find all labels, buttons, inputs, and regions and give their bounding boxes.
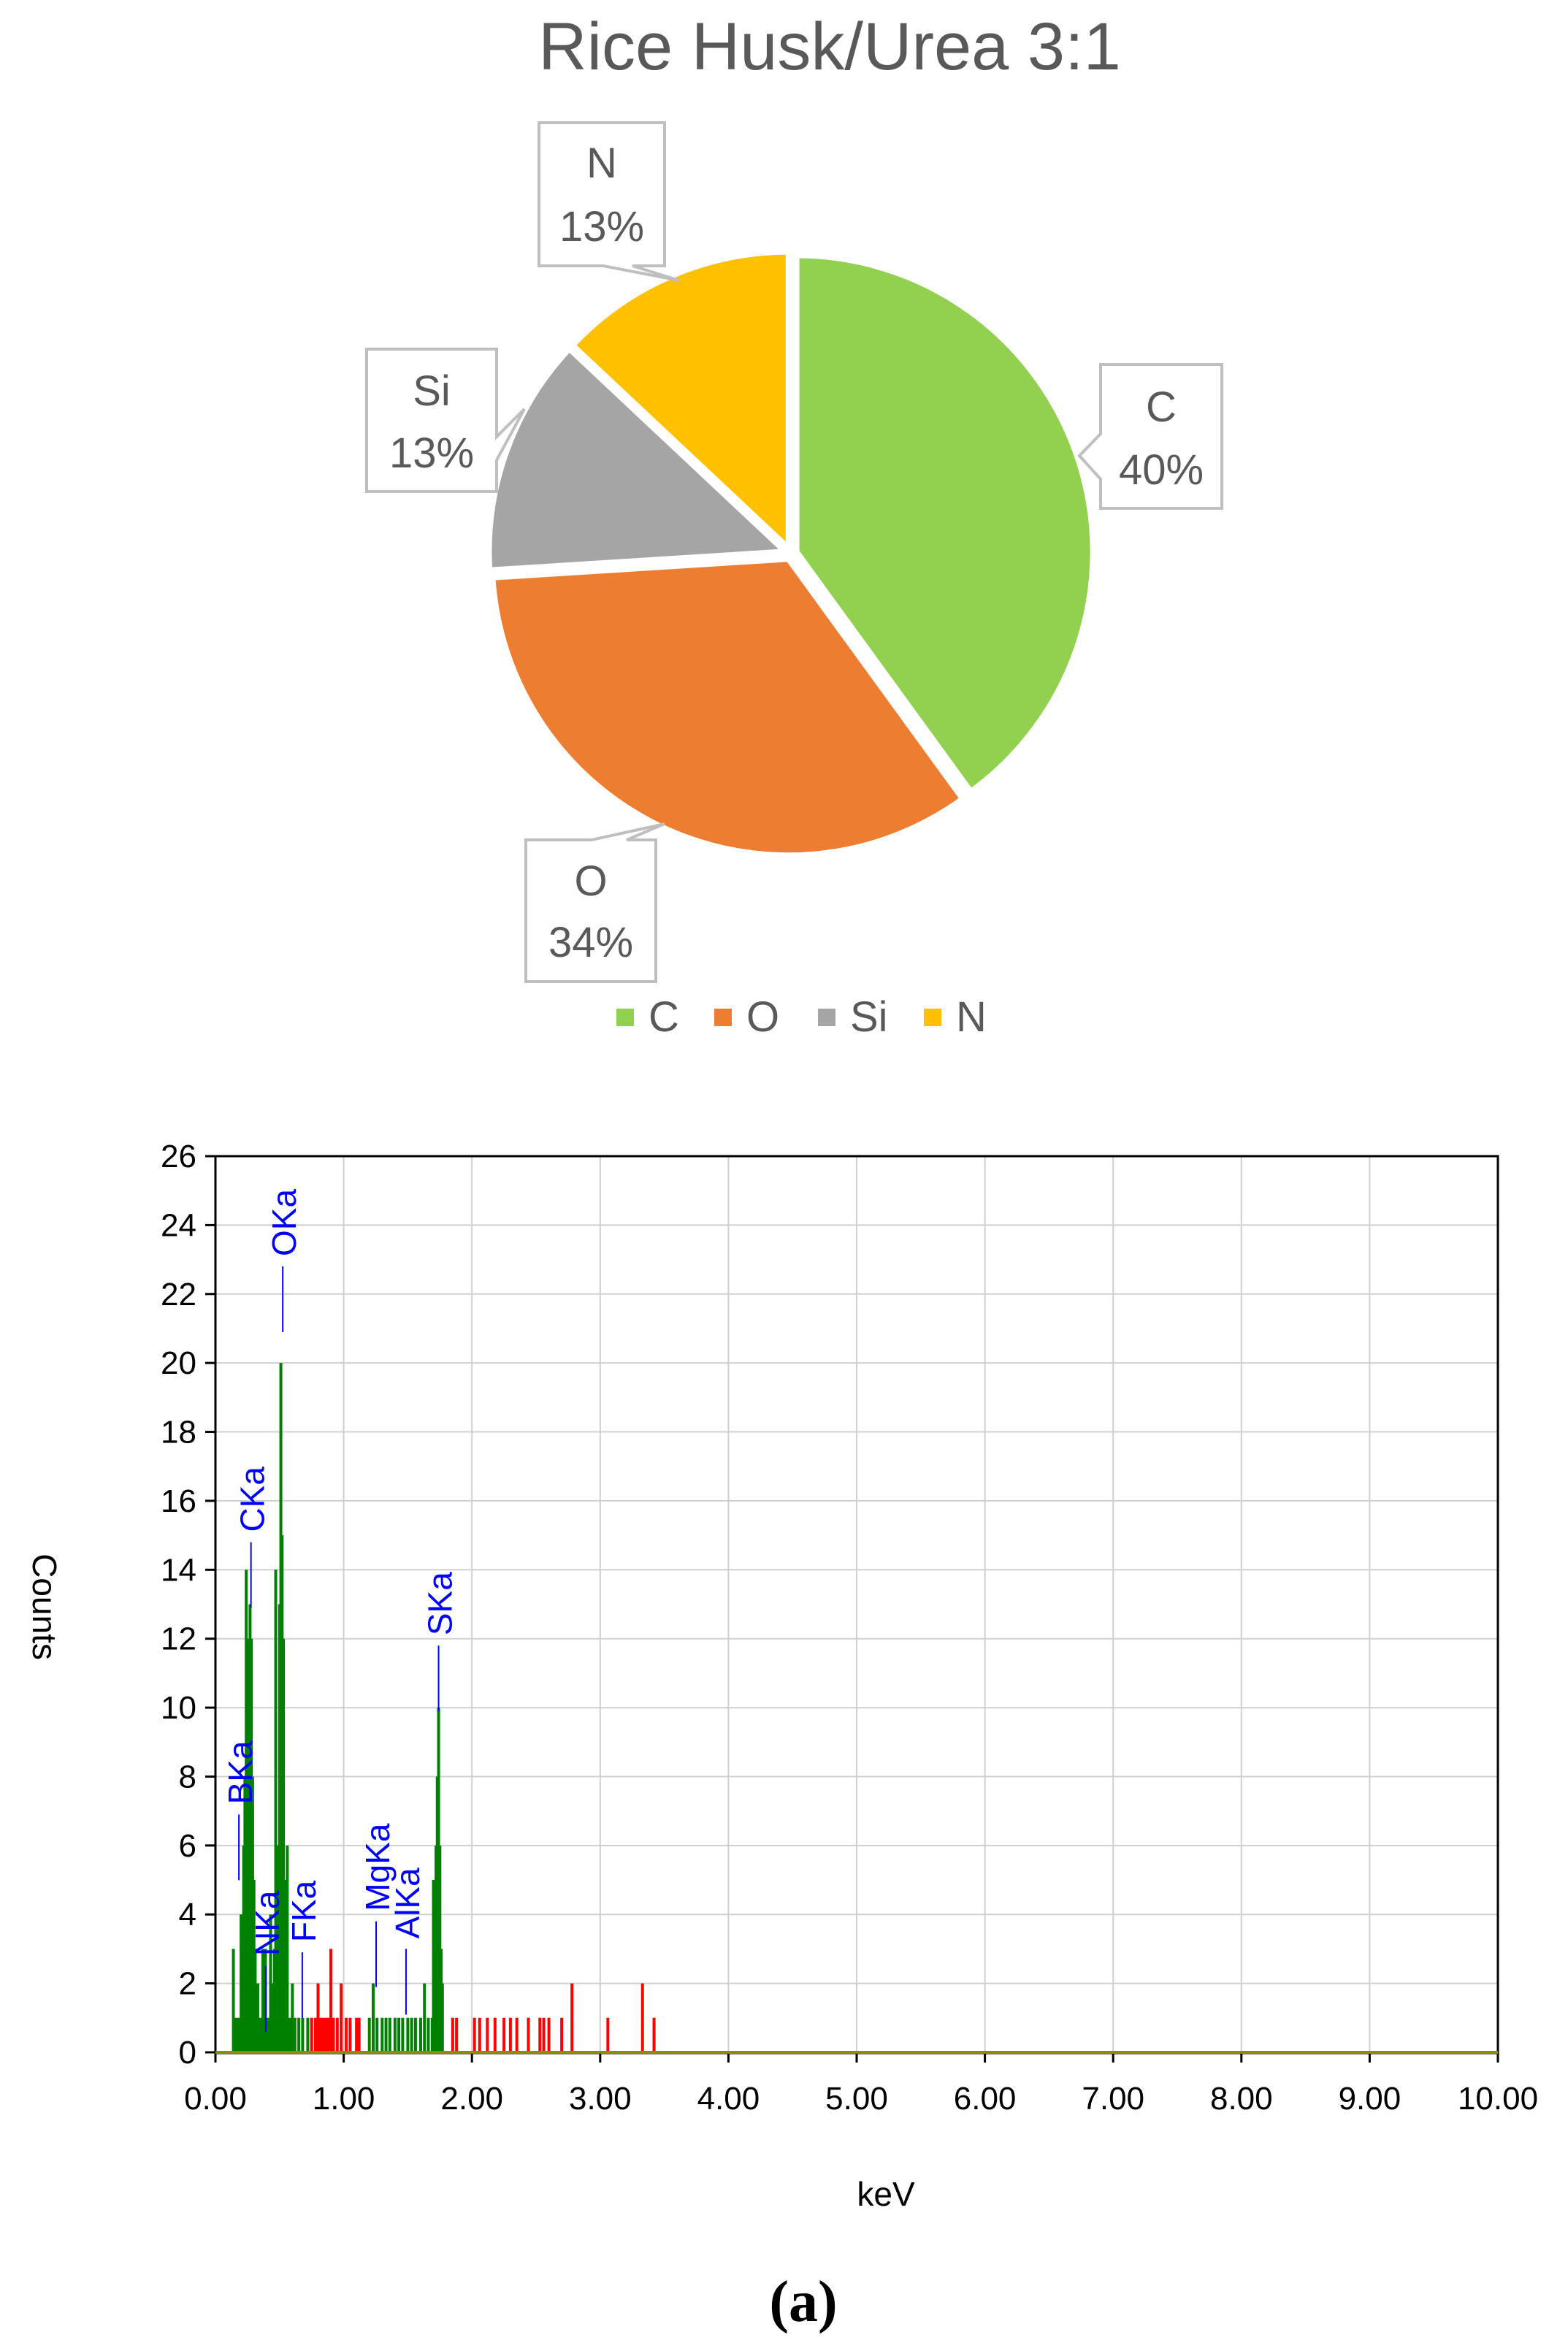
eds-x-tick-label: 3.00 <box>569 2081 632 2117</box>
eds-x-tick-label: 1.00 <box>313 2081 375 2117</box>
eds-y-tick-label: 4 <box>179 1897 196 1933</box>
eds-y-tick-label: 12 <box>161 1621 196 1657</box>
legend-label-c: C <box>649 993 679 1041</box>
eds-peak-label: FKa <box>285 1880 323 1942</box>
eds-x-tick-label: 6.00 <box>954 2081 1017 2117</box>
pie-slice-si <box>486 344 792 574</box>
legend-label-o: O <box>746 993 779 1041</box>
eds-annotations: OKa CKa SKa BKa AlKa FKa MgKa NKa <box>221 1189 459 2033</box>
callout-n: N 13% <box>538 121 680 282</box>
callout-c-value: 40% <box>1119 446 1204 494</box>
eds-x-tick-label: 7.00 <box>1082 2081 1144 2117</box>
eds-peak-label: CKa <box>234 1467 272 1532</box>
callout-n-value: 13% <box>559 203 644 251</box>
eds-x-tick-label: 10.00 <box>1458 2081 1538 2117</box>
eds-bars <box>232 1363 656 2052</box>
legend-swatch-n <box>924 1009 941 1026</box>
callout-si: Si 13% <box>365 348 526 493</box>
eds-peak-label: BKa <box>221 1740 259 1804</box>
legend-label-n: N <box>956 993 987 1041</box>
callout-si-label: Si <box>413 367 451 415</box>
pie-slice-n <box>568 248 792 555</box>
panel-label: (a) <box>769 2270 837 2334</box>
eds-y-tick-label: 20 <box>161 1345 196 1381</box>
eds-y-tick-label: 2 <box>179 1966 196 2002</box>
eds-y-tick-label: 14 <box>161 1552 196 1588</box>
eds-x-tick-label: 2.00 <box>440 2081 503 2117</box>
callout-o-label: O <box>574 857 607 905</box>
eds-y-tick-label: 24 <box>161 1207 196 1243</box>
legend-swatch-c <box>616 1009 634 1026</box>
eds-x-tick-label: 4.00 <box>697 2081 760 2117</box>
eds-x-tick-label: 9.00 <box>1339 2081 1401 2117</box>
eds-xlabel: keV <box>857 2175 915 2213</box>
pie-slice-c <box>793 252 1096 796</box>
eds-x-tick-label: 5.00 <box>825 2081 888 2117</box>
pie-title: Rice Husk/Urea 3:1 <box>538 9 1121 84</box>
eds-y-tick-label: 8 <box>179 1759 196 1794</box>
eds-x-tick-label: 0.00 <box>184 2081 247 2117</box>
eds-y-tick-label: 10 <box>161 1690 196 1726</box>
callout-si-value: 13% <box>389 429 474 477</box>
eds-y-tick-label: 16 <box>161 1483 196 1519</box>
eds-y-tick-label: 6 <box>179 1828 196 1864</box>
legend-label-si: Si <box>850 993 888 1041</box>
eds-peak-label: MgKa <box>359 1823 397 1911</box>
eds-y-tick-label: 18 <box>161 1415 196 1450</box>
eds-y-tick-label: 22 <box>161 1277 196 1312</box>
eds-x-tick-label: 8.00 <box>1210 2081 1273 2117</box>
callout-o-value: 34% <box>548 919 633 966</box>
eds-ylabel: Counts <box>26 1553 64 1660</box>
eds-y-tick-label: 0 <box>179 2035 196 2071</box>
eds-peak-label: AlKa <box>389 1868 427 1939</box>
callout-c-label: C <box>1146 383 1177 431</box>
eds-spectrum-chart: 0.00 1.00 2.00 3.00 4.00 5.00 6.00 7.00 8.00 9.00… <box>26 1139 1538 2213</box>
pie-legend: C O Si N <box>616 993 987 1041</box>
callout-c: C 40% <box>1077 363 1223 510</box>
pie-slice-o <box>489 556 967 859</box>
eds-y-tick-label: 26 <box>161 1139 196 1174</box>
eds-peak-label: OKa <box>265 1189 303 1256</box>
legend-swatch-o <box>714 1009 732 1026</box>
eds-peak-label: NKa <box>248 1890 286 1956</box>
pie-chart: Rice Husk/Urea 3:1 C 40% O 34% Si 13% N … <box>365 9 1223 1041</box>
eds-x-ticks: 0.00 1.00 2.00 3.00 4.00 5.00 6.00 7.00 8.00 9.00… <box>184 2052 1538 2117</box>
eds-peak-label: SKa <box>421 1572 459 1635</box>
callout-o: O 34% <box>524 822 665 983</box>
callout-n-label: N <box>586 139 617 187</box>
pie-slices <box>486 248 1096 859</box>
legend-swatch-si <box>818 1009 835 1026</box>
